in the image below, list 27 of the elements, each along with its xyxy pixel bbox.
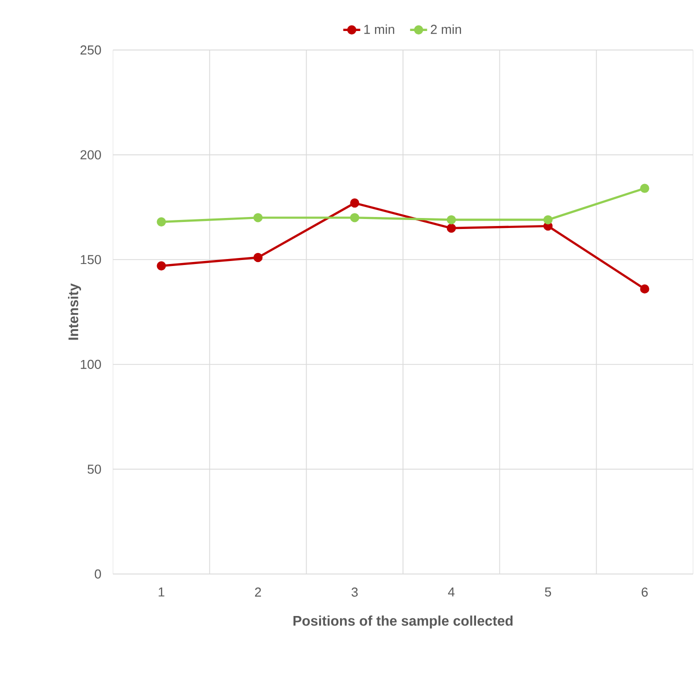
y-tick-label: 200: [80, 150, 101, 160]
x-tick-label: 6: [642, 588, 648, 597]
point: [543, 215, 553, 224]
legend-label: 2 min: [430, 24, 462, 34]
x-axis-title: Positions of the sample collected: [293, 616, 513, 629]
point: [446, 215, 456, 224]
x-tick-label: 5: [544, 588, 552, 597]
x-tick-label: 4: [448, 588, 455, 596]
point: [253, 252, 263, 262]
x-tick-label: 3: [352, 588, 358, 597]
point: [156, 261, 166, 270]
y-tick-label: 250: [80, 45, 101, 55]
x-tick-label: 1: [158, 588, 164, 596]
y-tick-label: 100: [80, 360, 101, 369]
y-tick-label: 150: [80, 255, 101, 264]
y-tick-label: 0: [94, 569, 101, 579]
point: [350, 198, 360, 208]
point: [156, 217, 166, 226]
point: [253, 213, 263, 222]
x-tick-label: 2: [255, 588, 261, 597]
y-tick-label: 50: [88, 464, 101, 474]
point: [640, 184, 650, 193]
point: [350, 213, 360, 222]
y-axis-title: Intensity: [68, 283, 82, 340]
point: [446, 224, 456, 233]
legend-label: 1 min: [364, 24, 394, 34]
point: [640, 284, 650, 294]
